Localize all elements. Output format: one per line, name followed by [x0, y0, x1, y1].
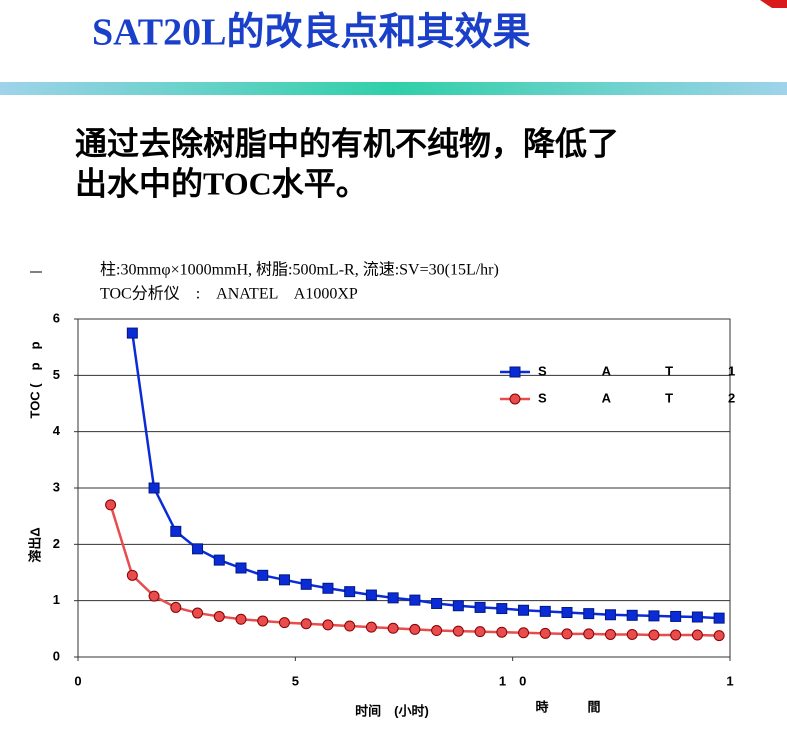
marker [648, 629, 660, 641]
marker [583, 628, 595, 640]
series-line [131, 332, 720, 620]
marker [561, 628, 573, 640]
marker [713, 630, 725, 642]
marker [278, 574, 290, 586]
body-line: 通过去除树脂中的有机不纯物，降低了 [75, 125, 619, 161]
marker [474, 626, 486, 638]
marker [322, 619, 334, 631]
marker [387, 592, 399, 604]
marker [431, 625, 443, 637]
marker [300, 578, 312, 590]
x-axis-label: 时间 (小时) [355, 703, 429, 718]
marker [192, 607, 204, 619]
marker [344, 586, 356, 598]
legend-label: SAT1 [538, 363, 787, 378]
marker [691, 611, 703, 623]
marker [387, 622, 399, 634]
marker [365, 589, 377, 601]
marker [235, 613, 247, 625]
y-tick-label: 4 [53, 423, 61, 438]
x-axis-label: 時 間 [535, 699, 600, 714]
marker [604, 609, 616, 621]
y-tick-label: 5 [53, 367, 60, 382]
marker [452, 600, 464, 612]
marker [518, 604, 530, 616]
x-tick-label: 1 [726, 673, 733, 688]
marker [713, 612, 725, 624]
body-line: 出水中的TOC水平。 [75, 165, 368, 201]
marker [278, 617, 290, 629]
y-axis-label: 溶出Δ [27, 527, 42, 562]
marker [452, 625, 464, 637]
marker [170, 601, 182, 613]
marker [539, 627, 551, 639]
header-bar [0, 82, 787, 95]
marker [474, 601, 486, 613]
x-tick-label: 1 0 [499, 673, 526, 688]
marker [213, 610, 225, 622]
y-tick-label: 0 [53, 648, 60, 663]
marker [148, 590, 160, 602]
y-tick-label: 3 [53, 479, 60, 494]
marker [496, 603, 508, 615]
y-tick-label: 2 [53, 536, 60, 551]
marker [604, 628, 616, 640]
y-tick-label: 6 [53, 310, 60, 325]
marker [105, 499, 117, 511]
marker [126, 569, 138, 581]
marker [583, 608, 595, 620]
marker [509, 393, 521, 405]
plot-area [105, 327, 725, 642]
chart-note: TOC分析仪 : ANATEL A1000XP [100, 285, 358, 303]
marker [148, 482, 160, 494]
marker [431, 597, 443, 609]
x-tick-label: 5 [292, 673, 299, 688]
marker [539, 605, 551, 617]
marker [213, 554, 225, 566]
marker [670, 629, 682, 641]
marker [344, 620, 356, 632]
logo-corner [760, 0, 787, 8]
marker [192, 543, 204, 555]
marker [518, 627, 530, 639]
y-tick-label: 1 [53, 592, 60, 607]
marker [170, 525, 182, 537]
marker [322, 582, 334, 594]
marker [670, 610, 682, 622]
legend-label: SAT2 [538, 390, 787, 405]
marker [496, 626, 508, 638]
marker [626, 628, 638, 640]
marker [626, 609, 638, 621]
marker [509, 366, 521, 378]
marker [126, 327, 138, 339]
slide-title: SAT20L的改良点和其效果 [92, 12, 530, 54]
x-tick-label: 0 [74, 673, 81, 688]
marker [257, 615, 269, 627]
marker [235, 562, 247, 574]
marker [691, 629, 703, 641]
y-axis-label: TOC ( p p [27, 341, 42, 418]
marker [365, 621, 377, 633]
marker [561, 606, 573, 618]
chart-note: 柱:30mmφ×1000mmH, 树脂:500mL-R, 流速:SV=30(15… [100, 261, 499, 279]
marker [648, 610, 660, 622]
marker [409, 594, 421, 606]
marker [257, 569, 269, 581]
marker [409, 623, 421, 635]
marker [300, 618, 312, 630]
